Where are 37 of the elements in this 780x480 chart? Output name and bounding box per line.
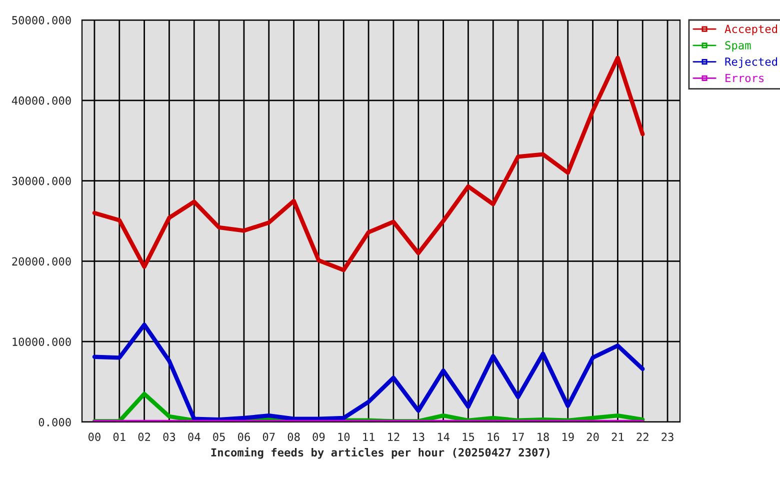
y-tick-label: 0.000 — [38, 418, 71, 426]
x-tick-label: 11 — [363, 432, 374, 441]
line-series — [92, 322, 645, 422]
legend-label: Errors — [726, 74, 764, 82]
y-tick-label: 20000.000 — [12, 257, 71, 266]
x-tick-label: 01 — [113, 432, 126, 442]
y-tick-label: 30000.000 — [12, 176, 71, 186]
legend-label: Accepted — [724, 24, 778, 36]
x-tick-label: 06 — [238, 432, 250, 442]
x-tick-label: 10 — [338, 432, 350, 442]
y-tick-label: 50000.000 — [12, 16, 71, 24]
x-tick-label: 12 — [388, 432, 400, 441]
x-tick-label: 09 — [312, 432, 325, 442]
x-tick-label: 22 — [636, 432, 648, 441]
x-tick-label: 14 — [438, 432, 450, 441]
x-tick-label: 20 — [586, 432, 599, 442]
x-axis-title: Incoming feeds by articles per hour (20250427 2307) — [211, 447, 550, 459]
x-tick-label: 08 — [288, 432, 300, 442]
x-tick-label: 19 — [562, 432, 574, 442]
x-tick-label: 18 — [538, 432, 549, 442]
legend-label: Rejected — [725, 57, 778, 68]
x-tick-label: 16 — [488, 432, 500, 442]
x-tick-label: 04 — [188, 432, 200, 442]
x-tick-label: 02 — [138, 432, 150, 442]
x-tick-label: 21 — [612, 432, 624, 441]
x-tick-label: 07 — [262, 432, 275, 442]
line-series — [92, 56, 645, 272]
x-tick-label: 17 — [512, 432, 524, 441]
x-tick-label: 23 — [662, 432, 674, 442]
x-tick-label: 00 — [88, 432, 100, 442]
y-tick-label: 40000.000 — [12, 96, 71, 105]
x-tick-label: 13 — [413, 432, 424, 442]
y-tick-label: 10000.000 — [12, 338, 71, 346]
x-tick-label: 15 — [462, 432, 474, 442]
x-tick-label: 05 — [213, 432, 225, 442]
legend-label: Spam — [725, 41, 751, 52]
x-tick-label: 03 — [163, 432, 176, 442]
